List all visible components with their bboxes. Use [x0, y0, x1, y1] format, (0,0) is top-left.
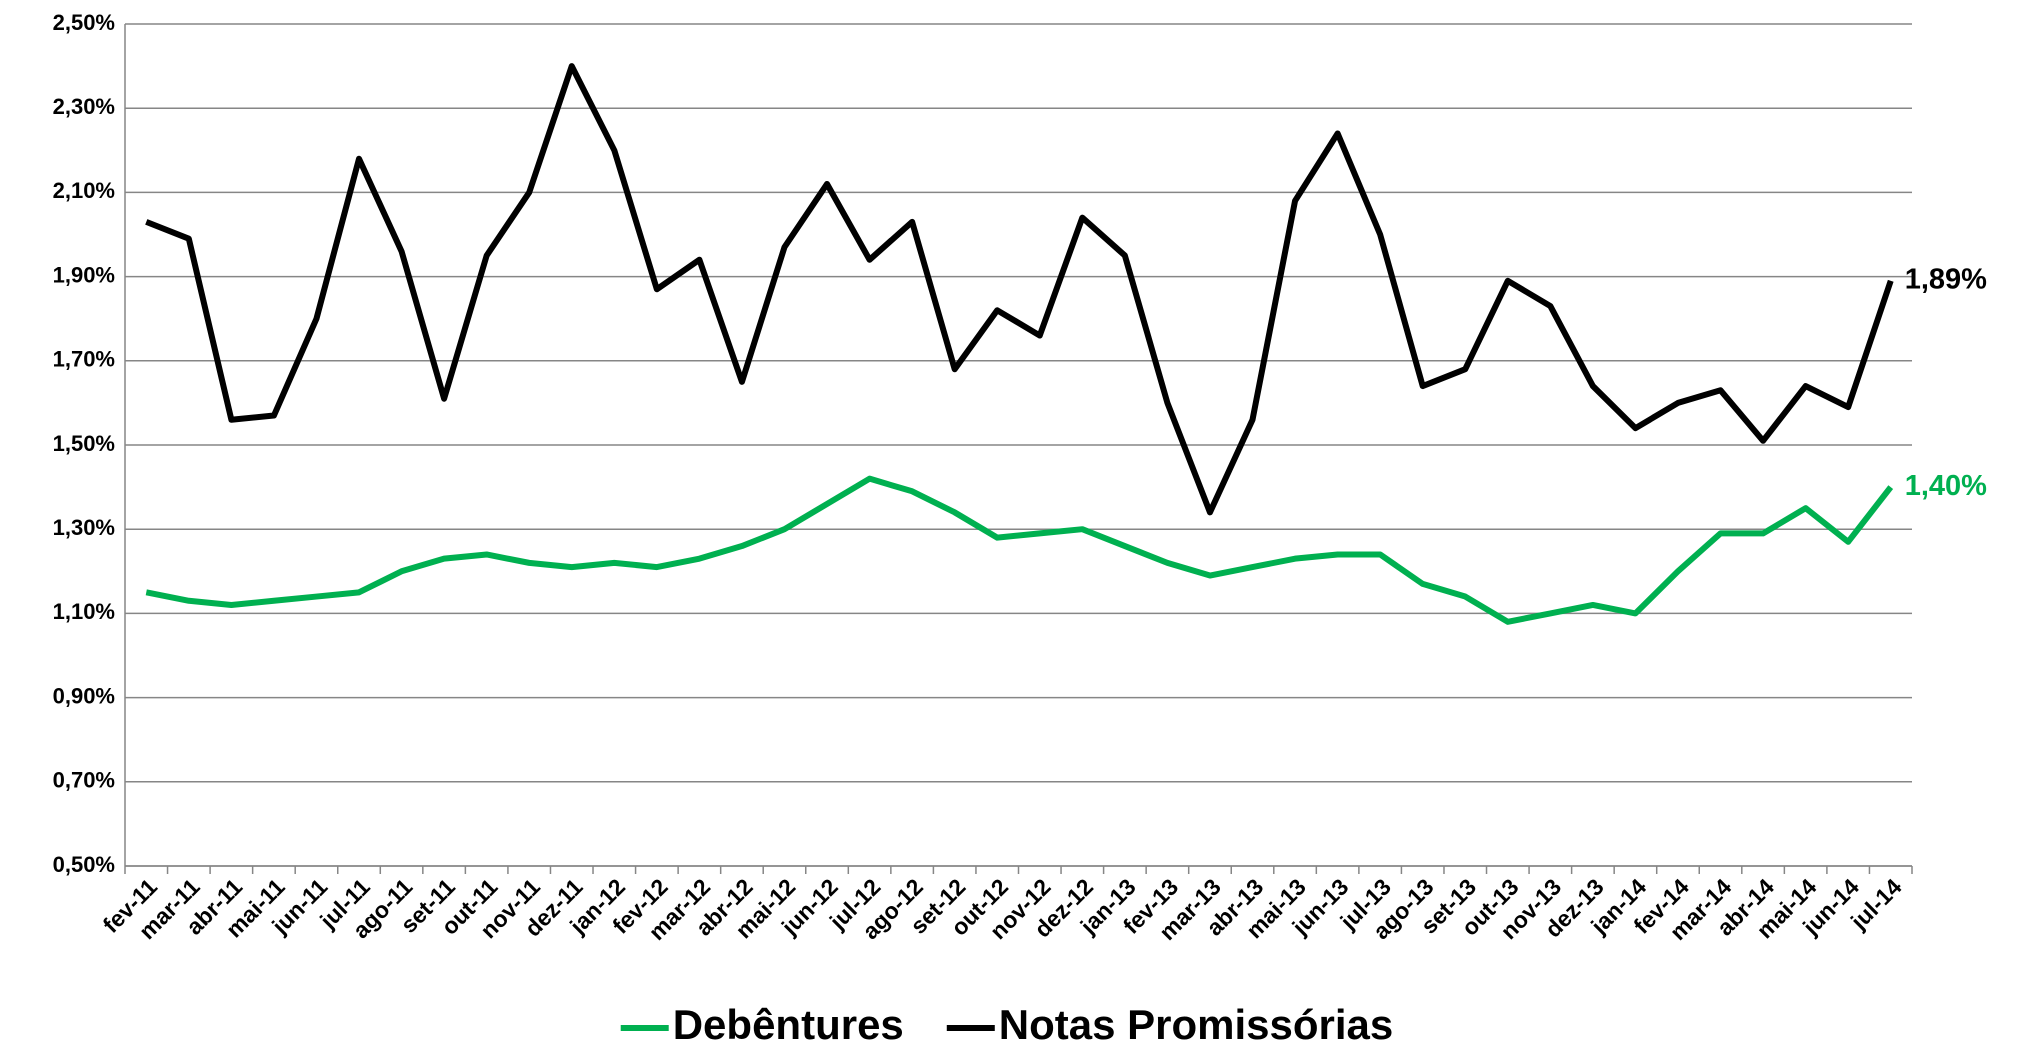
y-tick-label: 1,70% — [53, 347, 115, 372]
y-tick-label: 1,50% — [53, 431, 115, 456]
y-tick-label: 2,10% — [53, 178, 115, 203]
data-label: 1,89% — [1905, 263, 1987, 295]
data-label: 1,40% — [1905, 470, 1987, 502]
legend-label: Debêntures — [673, 1001, 904, 1048]
y-tick-label: 0,90% — [53, 683, 115, 708]
series-line — [145, 63, 1894, 516]
legend-label: Notas Promissórias — [999, 1001, 1394, 1048]
series-line — [145, 475, 1894, 625]
y-tick-label: 2,50% — [53, 10, 115, 35]
y-tick-label: 0,50% — [53, 852, 115, 877]
y-tick-label: 1,10% — [53, 599, 115, 624]
legend: Debêntures Notas Promissórias — [620, 1001, 1394, 1048]
y-tick-label: 2,30% — [53, 94, 115, 119]
y-tick-label: 1,30% — [53, 515, 115, 540]
y-tick-label: 1,90% — [53, 262, 115, 287]
y-tick-label: 0,70% — [53, 768, 115, 793]
